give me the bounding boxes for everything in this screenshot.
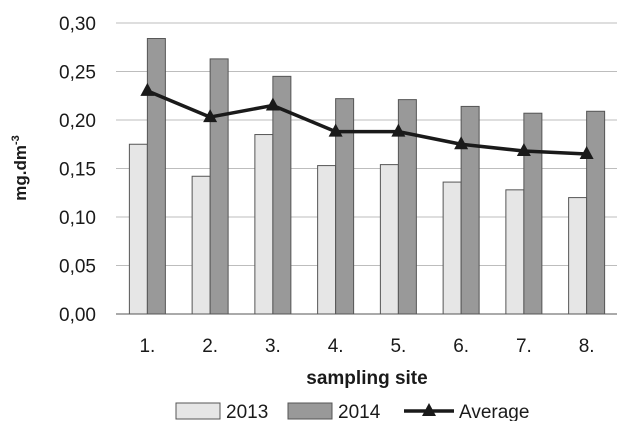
legend-label-average: Average: [459, 402, 529, 421]
bar-2013-7: [506, 190, 524, 314]
y-tick-label: 0,20: [59, 111, 96, 132]
y-tick-labels: 0,00 0,05 0,10 0,15 0,20 0,25 0,30: [59, 14, 96, 326]
x-axis-label: sampling site: [306, 368, 427, 389]
y-tick-label: 0,00: [59, 305, 96, 326]
bar-2013-2: [192, 176, 210, 314]
bar-2013-6: [443, 182, 461, 314]
x-tick-label: 8.: [579, 336, 595, 357]
y-axis-label: mg.dm-3: [10, 135, 30, 201]
bar-2014-8: [587, 111, 605, 314]
bar-2013-1: [129, 144, 147, 314]
bar-2013-8: [569, 198, 587, 314]
bar-2013-3: [255, 135, 273, 314]
x-tick-label: 7.: [516, 336, 532, 357]
y-tick-label: 0,25: [59, 63, 96, 84]
bar-2013-5: [380, 165, 398, 314]
y-tick-label: 0,10: [59, 208, 96, 229]
x-tick-label: 1.: [139, 336, 155, 357]
bar-2014-6: [461, 106, 479, 314]
x-tick-label: 2.: [202, 336, 218, 357]
bar-2014-1: [147, 39, 165, 314]
x-tick-labels: 1. 2. 3. 4. 5. 6. 7. 8.: [139, 336, 594, 357]
x-tick-label: 5.: [390, 336, 406, 357]
x-tick-label: 3.: [265, 336, 281, 357]
y-tick-label: 0,30: [59, 14, 96, 35]
legend-label-2014: 2014: [338, 402, 381, 421]
y-tick-label: 0,15: [59, 160, 96, 181]
legend: 2013 2014 Average: [176, 402, 529, 421]
bar-2014-7: [524, 113, 542, 314]
legend-swatch-2014: [288, 403, 332, 419]
bar-2014-2: [210, 59, 228, 314]
bars: [129, 39, 604, 314]
bar-2013-4: [318, 166, 336, 314]
x-tick-label: 4.: [328, 336, 344, 357]
x-tick-label: 6.: [453, 336, 469, 357]
legend-swatch-2013: [176, 403, 220, 419]
legend-label-2013: 2013: [226, 402, 268, 421]
y-tick-label: 0,05: [59, 257, 96, 278]
